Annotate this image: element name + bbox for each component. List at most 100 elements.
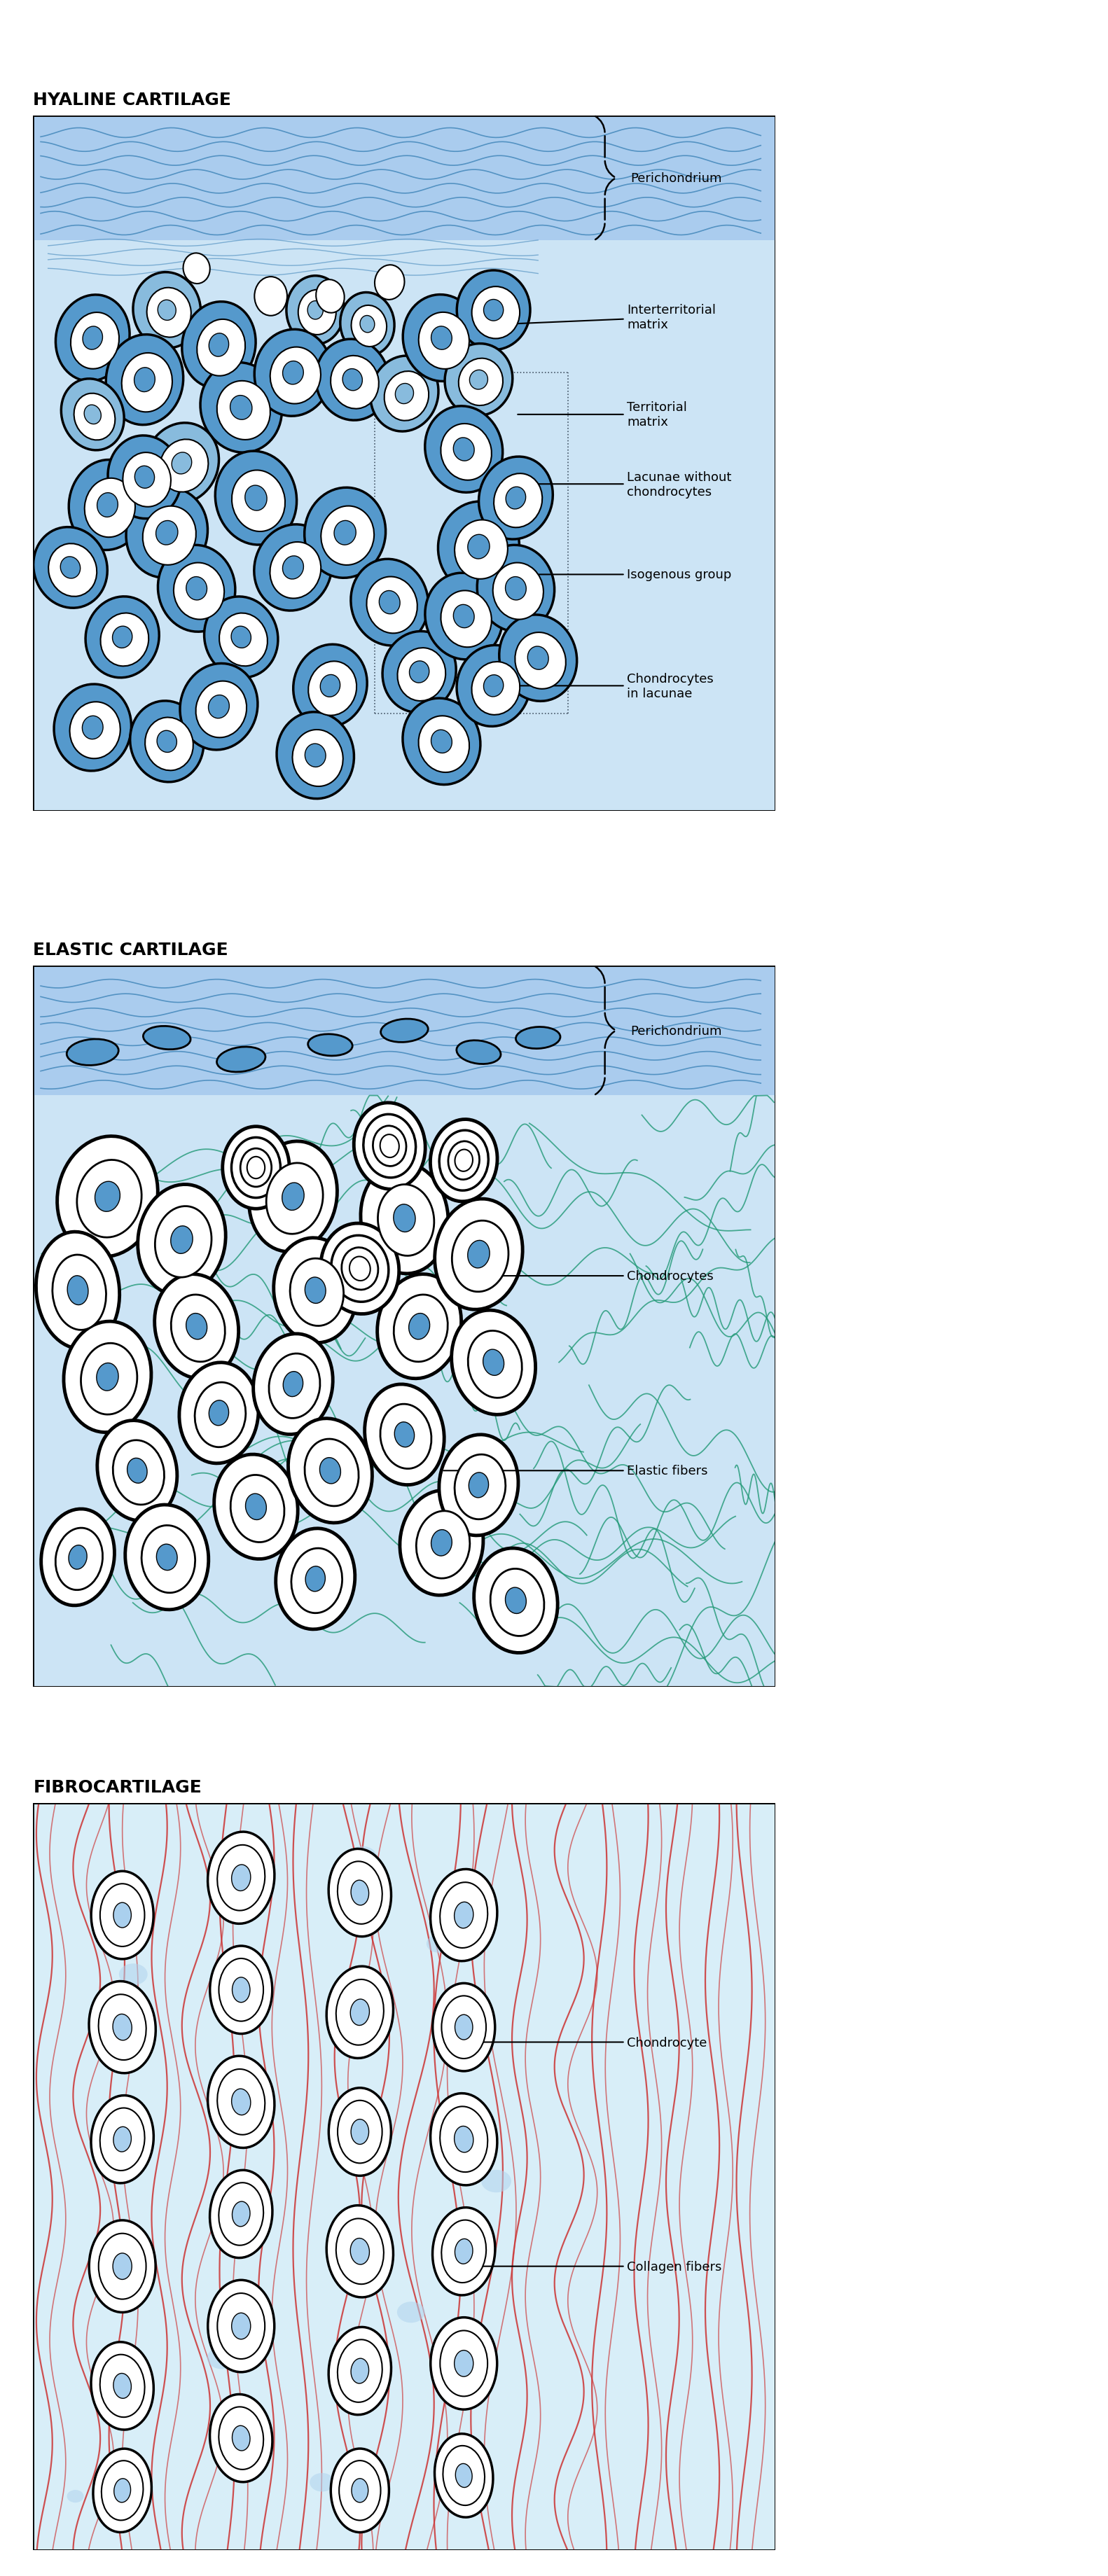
Ellipse shape (232, 1865, 250, 1891)
Ellipse shape (351, 1880, 369, 1906)
Ellipse shape (378, 1185, 434, 1257)
Ellipse shape (403, 296, 480, 381)
Ellipse shape (76, 1159, 142, 1236)
FancyBboxPatch shape (33, 966, 776, 1095)
Ellipse shape (135, 466, 154, 489)
Ellipse shape (434, 1200, 523, 1309)
Ellipse shape (441, 1996, 486, 2058)
Ellipse shape (456, 270, 530, 350)
Ellipse shape (288, 1419, 372, 1522)
Ellipse shape (393, 1206, 416, 1231)
Ellipse shape (493, 564, 543, 621)
Ellipse shape (316, 340, 389, 420)
Ellipse shape (218, 2406, 264, 2470)
Ellipse shape (123, 453, 171, 507)
Ellipse shape (230, 1476, 285, 1543)
Ellipse shape (455, 2463, 472, 2488)
Ellipse shape (145, 719, 193, 770)
Ellipse shape (440, 2107, 488, 2172)
Ellipse shape (283, 556, 304, 580)
Ellipse shape (33, 528, 107, 608)
Ellipse shape (331, 2450, 389, 2532)
Ellipse shape (186, 577, 207, 600)
Ellipse shape (361, 2357, 379, 2370)
Ellipse shape (469, 1473, 489, 1497)
Ellipse shape (402, 698, 481, 786)
Ellipse shape (505, 577, 526, 600)
Ellipse shape (207, 2347, 236, 2370)
Ellipse shape (99, 1994, 146, 2061)
Ellipse shape (232, 471, 285, 533)
Ellipse shape (432, 2208, 495, 2295)
Ellipse shape (85, 598, 160, 677)
FancyBboxPatch shape (33, 966, 776, 1687)
Ellipse shape (41, 1510, 114, 1605)
Ellipse shape (298, 291, 336, 335)
Ellipse shape (144, 422, 219, 505)
Ellipse shape (425, 574, 503, 659)
Ellipse shape (430, 1870, 497, 1960)
Ellipse shape (119, 1963, 147, 1986)
Ellipse shape (143, 1025, 191, 1051)
Ellipse shape (351, 2360, 369, 2383)
Ellipse shape (274, 1239, 357, 1342)
Ellipse shape (286, 276, 345, 345)
Ellipse shape (306, 1566, 326, 1592)
Ellipse shape (305, 487, 386, 580)
Ellipse shape (209, 2393, 273, 2483)
Ellipse shape (82, 716, 103, 739)
Ellipse shape (440, 1883, 488, 1947)
Ellipse shape (430, 1121, 497, 1203)
Text: Elastic fibers: Elastic fibers (443, 1466, 708, 1476)
Ellipse shape (468, 536, 490, 559)
Ellipse shape (483, 1350, 504, 1376)
Ellipse shape (454, 2125, 473, 2154)
Ellipse shape (431, 1530, 452, 1556)
Ellipse shape (516, 1028, 561, 1048)
Ellipse shape (232, 1139, 280, 1198)
Ellipse shape (69, 461, 146, 551)
Text: ELASTIC CARTILAGE: ELASTIC CARTILAGE (33, 940, 228, 958)
Ellipse shape (270, 348, 320, 404)
Ellipse shape (419, 312, 469, 368)
Ellipse shape (230, 397, 253, 420)
Ellipse shape (171, 1226, 193, 1255)
Ellipse shape (179, 665, 258, 750)
Ellipse shape (68, 1275, 89, 1306)
Ellipse shape (483, 299, 503, 322)
Ellipse shape (379, 590, 400, 616)
Text: Chondrocytes: Chondrocytes (495, 1270, 714, 1283)
Ellipse shape (49, 544, 96, 598)
Ellipse shape (409, 1314, 430, 1340)
Ellipse shape (69, 1546, 86, 1569)
Ellipse shape (455, 2014, 473, 2040)
Ellipse shape (439, 1131, 489, 1190)
Text: HYALINE CARTILAGE: HYALINE CARTILAGE (33, 90, 232, 108)
FancyBboxPatch shape (33, 116, 776, 811)
Ellipse shape (61, 556, 80, 580)
Ellipse shape (171, 1296, 225, 1363)
Ellipse shape (472, 286, 520, 340)
Ellipse shape (491, 1569, 544, 1636)
Ellipse shape (84, 404, 101, 425)
Ellipse shape (183, 252, 209, 283)
Ellipse shape (209, 2169, 273, 2259)
Ellipse shape (444, 345, 513, 417)
Ellipse shape (208, 2280, 275, 2372)
Ellipse shape (434, 2434, 493, 2517)
Ellipse shape (367, 577, 418, 634)
Ellipse shape (308, 1036, 352, 1056)
Ellipse shape (84, 479, 135, 538)
Ellipse shape (338, 2099, 382, 2164)
Ellipse shape (454, 2349, 473, 2378)
Ellipse shape (377, 1275, 461, 1378)
Ellipse shape (438, 502, 520, 592)
Ellipse shape (393, 1296, 448, 1363)
Ellipse shape (305, 744, 326, 768)
Ellipse shape (125, 1504, 208, 1610)
Ellipse shape (113, 2128, 131, 2151)
Ellipse shape (209, 335, 228, 358)
Ellipse shape (113, 1904, 131, 1927)
Ellipse shape (329, 2089, 391, 2177)
Ellipse shape (100, 1883, 145, 1947)
